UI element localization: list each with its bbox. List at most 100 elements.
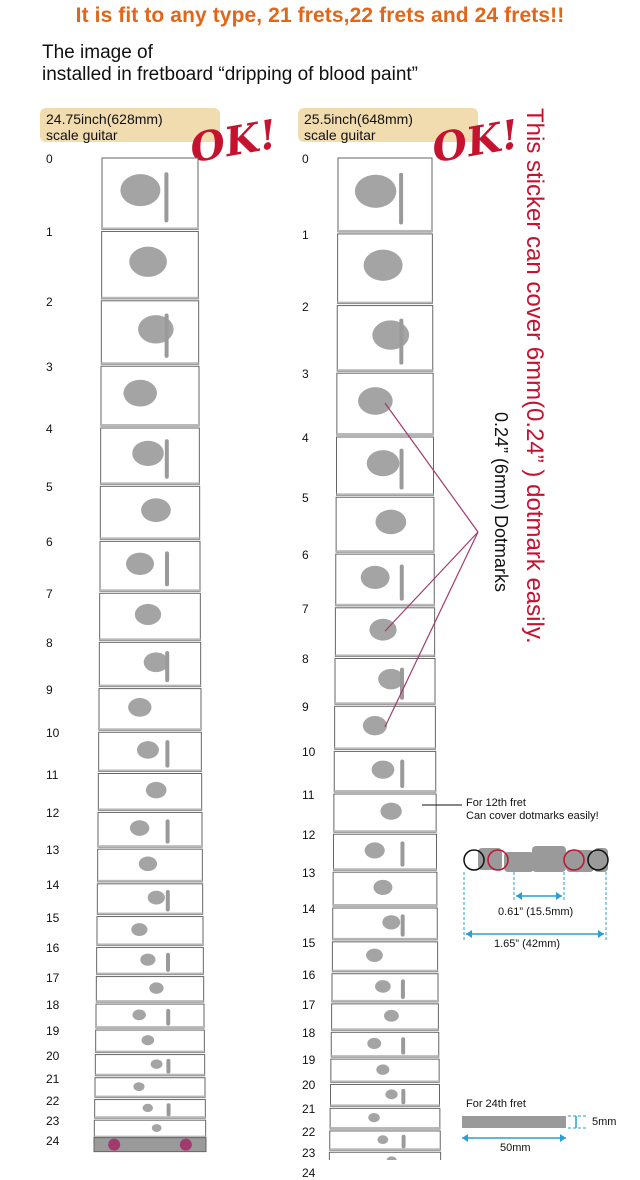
blood-splatter (126, 552, 154, 576)
fret-number: 1 (46, 225, 53, 240)
blood-splatter (136, 741, 159, 759)
twelfth-note-line2: Can cover dotmarks easily! (466, 810, 599, 822)
blood-splatter (132, 1009, 146, 1021)
blood-splatter (376, 1064, 390, 1075)
pointer-line (384, 531, 479, 632)
blood-drip (164, 439, 169, 479)
blood-drip (399, 448, 404, 490)
detail-mad-letter (478, 848, 502, 870)
blood-drip (400, 979, 405, 1000)
fret-number: 14 (302, 902, 316, 917)
fret-number: 12 (46, 806, 60, 821)
blood-splatter (384, 1009, 399, 1022)
fret-wire (331, 1028, 439, 1031)
fret-wire (335, 702, 435, 705)
fret-number: 17 (302, 997, 316, 1012)
blood-splatter (145, 781, 167, 799)
fret-number: 23 (46, 1114, 60, 1129)
fret-number: 15 (302, 935, 316, 950)
fret-number: 9 (302, 700, 309, 715)
blood-splatter (129, 820, 150, 836)
blood-splatter (373, 879, 393, 895)
blood-splatter (141, 1035, 155, 1046)
blood-drip (401, 1088, 406, 1105)
fret-number: 14 (46, 877, 60, 892)
fret-wire (330, 1104, 440, 1107)
blood-splatter (140, 953, 156, 966)
fret-number: 7 (46, 587, 53, 602)
fret-wire (332, 999, 438, 1002)
fret-wire (330, 1126, 440, 1129)
blood-drip (165, 551, 169, 587)
blood-splatter (367, 1037, 382, 1050)
detail-mad-letter (594, 848, 608, 872)
blood-drip (401, 1037, 406, 1055)
fret-wire (95, 1050, 205, 1053)
blood-drip (165, 819, 170, 844)
fret-wire (100, 482, 200, 485)
fret-number: 24 (302, 1166, 316, 1180)
detail-dot-outline (463, 849, 485, 871)
fret-24-sticker (93, 1137, 207, 1153)
blood-splatter (142, 1103, 153, 1113)
fret-wire (101, 362, 199, 365)
subtitle: The image of installed in fretboard “dri… (42, 42, 418, 86)
fret-number: 20 (302, 1078, 316, 1093)
subtitle-line2: installed in fretboard “dripping of bloo… (42, 64, 419, 85)
dotmark-pointer-lines (384, 402, 479, 806)
detail-mad-letter (504, 852, 534, 872)
blood-drip (399, 318, 404, 365)
blood-splatter (358, 387, 393, 415)
blood-splatter (360, 565, 390, 589)
fret-number: 20 (46, 1048, 60, 1063)
fret-number: 11 (46, 767, 59, 782)
twentyfourth-width: 50mm (500, 1142, 531, 1154)
fret-number: 6 (302, 548, 309, 563)
fret-wire (338, 229, 432, 232)
blood-drip (400, 759, 405, 788)
fret-cell (95, 1003, 205, 1029)
fret-wire (97, 912, 203, 915)
fret-wire (95, 1095, 205, 1098)
fret-wire (332, 937, 438, 940)
fret-cell (330, 1083, 440, 1107)
blood-splatter (132, 440, 164, 466)
fret-number: 15 (46, 910, 60, 925)
arrow-head (516, 892, 522, 900)
fret-cell (331, 941, 439, 973)
side-caption-dotmarks: 0.24” (6mm) Dotmarks (491, 412, 511, 593)
right-scale-line2: scale guitar (304, 127, 376, 143)
right-scale-line1: 25.5inch(648mm) (304, 111, 413, 127)
fret-wire (329, 1148, 441, 1151)
blood-splatter (128, 698, 152, 717)
left-scale-tag: 24.75inch(628mm) scale guitar (40, 108, 220, 143)
fret-wire (335, 654, 435, 657)
fret-wire (335, 603, 435, 606)
fret-cell (330, 1031, 440, 1058)
detail-dot-outline (487, 849, 509, 871)
detail-dot-outline (563, 849, 585, 871)
fret-wire (99, 728, 201, 731)
blood-splatter (147, 890, 165, 905)
arrow-head (560, 1134, 566, 1142)
blood-splatter (377, 1135, 389, 1144)
fret-number: 2 (302, 299, 309, 314)
fret-cell (333, 833, 437, 871)
fret-number: 23 (302, 1146, 316, 1161)
blood-splatter (375, 980, 391, 993)
blood-splatter (366, 948, 383, 962)
fret-number: 18 (46, 998, 60, 1013)
blood-splatter (150, 1059, 163, 1069)
blood-splatter (129, 246, 167, 277)
fret-cell (94, 1077, 206, 1099)
twentyfourth-note: For 24th fret (466, 1098, 526, 1110)
fret-wire (96, 1026, 204, 1029)
blood-drip (164, 313, 169, 358)
blood-splatter (151, 1124, 162, 1132)
blood-drip (401, 1134, 406, 1149)
fret-number: 13 (302, 866, 316, 881)
fret-number: 3 (46, 360, 53, 375)
fret-cell (97, 811, 203, 848)
twelfth-fret-detail (462, 838, 612, 1142)
